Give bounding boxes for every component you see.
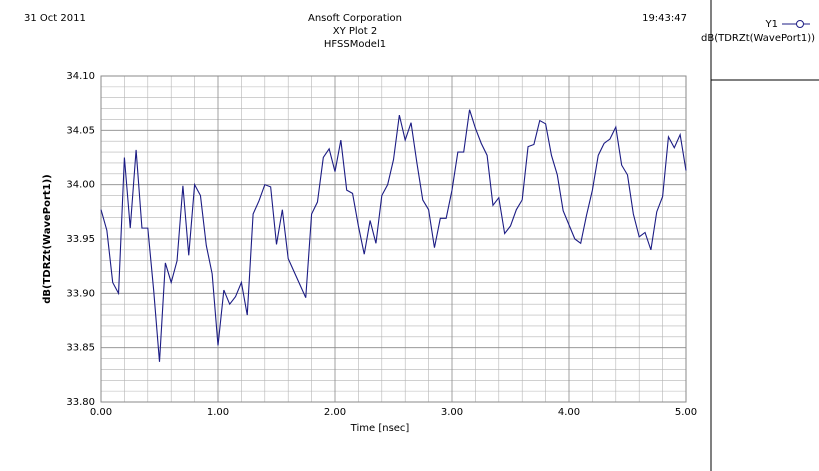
x-tick-label: 3.00 bbox=[441, 407, 463, 418]
x-tick-label: 0.00 bbox=[90, 407, 112, 418]
y-tick-label: 33.95 bbox=[66, 234, 95, 245]
series-line bbox=[100, 109, 687, 362]
x-tick-label: 5.00 bbox=[675, 407, 697, 418]
legend-name: Y1 bbox=[765, 19, 778, 30]
x-tick-label: 1.00 bbox=[207, 407, 229, 418]
time: 19:43:47 bbox=[642, 13, 687, 24]
date: 31 Oct 2011 bbox=[24, 13, 86, 24]
y-tick-label: 33.80 bbox=[66, 397, 95, 408]
y-tick-label: 34.05 bbox=[66, 125, 95, 136]
y-tick-label: 33.85 bbox=[66, 343, 95, 354]
chart-subtitle: HFSSModel1 bbox=[324, 39, 386, 50]
legend-marker bbox=[796, 20, 804, 28]
x-tick-label: 2.00 bbox=[324, 407, 346, 418]
x-tick-label: 4.00 bbox=[558, 407, 580, 418]
y-tick-label: 33.90 bbox=[66, 288, 95, 299]
y-tick-label: 34.00 bbox=[66, 180, 95, 191]
plot-frame bbox=[100, 75, 687, 403]
x-axis-label: Time [nsec] bbox=[350, 423, 410, 434]
y-axis-label: dB(TDRZt(WavePort1)) bbox=[42, 174, 53, 304]
company: Ansoft Corporation bbox=[308, 13, 402, 24]
chart-title: XY Plot 2 bbox=[333, 26, 378, 37]
y-tick-label: 34.10 bbox=[66, 71, 95, 82]
legend-label: dB(TDRZt(WavePort1)) bbox=[701, 33, 815, 44]
